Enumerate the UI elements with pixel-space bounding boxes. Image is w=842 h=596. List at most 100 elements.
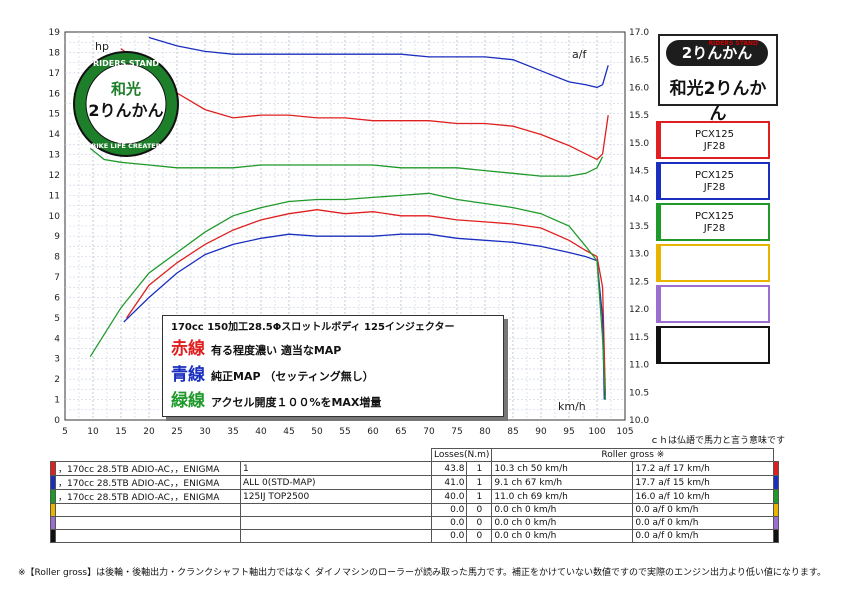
y-right-tick-label: 10.5: [629, 388, 649, 398]
legend-text: [661, 287, 768, 293]
cell-name: ，170cc 28.5TB ADIO-AC，，ENIGMA: [55, 461, 241, 476]
x-tick-label: 95: [563, 427, 574, 437]
cell-setting: 1: [240, 461, 432, 476]
legend-box-1: PCX125 JF28: [656, 162, 770, 200]
x-tick-label: 30: [199, 427, 211, 437]
caption-row-0: 赤線 有る程度濃い 適当なMAP: [171, 339, 342, 359]
y-left-tick-label: 17: [49, 69, 60, 79]
y-left-tick-label: 11: [49, 191, 60, 201]
cell-af: 17.2 a/f 17 km/h: [632, 461, 775, 476]
footnote: ※【Roller gross】は後輪・後軸出力・クランクシャフト軸出力ではなく …: [18, 568, 826, 578]
y-right-tick-label: 12.5: [629, 277, 649, 287]
y-right-tick-label: 14.5: [629, 167, 649, 177]
x-tick-label: 45: [283, 427, 294, 437]
x-tick-label: 100: [588, 427, 605, 437]
caption-row-2: 緑線 アクセル開度１００%をMAX増量: [171, 391, 382, 411]
series-line-power-0: [126, 209, 607, 396]
cell-loss: 41.0: [430, 475, 468, 490]
legend-text: [661, 246, 768, 252]
cell-loss: 0.0: [430, 529, 468, 543]
y-right-tick-label: 15.0: [629, 139, 649, 149]
series-line-power-1: [123, 233, 605, 400]
legend-box-4: [656, 285, 770, 323]
legend-text: PCX125 JF28: [695, 129, 734, 152]
y-left-tick-label: 15: [49, 110, 60, 120]
y-right-tick-label: 10.0: [629, 416, 649, 426]
svg-text:2りんかん: 2りんかん: [88, 101, 163, 120]
y-left-tick-label: 14: [49, 130, 61, 140]
x-tick-label: 5: [62, 427, 68, 437]
cell-power: 9.1 ch 67 km/h: [491, 475, 634, 490]
series-line-af-5: [89, 147, 604, 177]
legend-box-5: [656, 326, 770, 364]
x-axis-ticks: 5 10 15 20 25 30 35 40 45 50 55 60 65 70 75 80 85 90 95 100…: [62, 427, 633, 437]
cell-n: 0: [466, 503, 493, 517]
y-right-tick-label: 12.0: [629, 305, 649, 315]
x-tick-label: 35: [227, 427, 238, 437]
x-tick-label: 90: [535, 427, 547, 437]
wako-2rinkan-logo: RIDERS STAND 2りんかん 和光2りんかん: [658, 34, 778, 124]
x-tick-label: 80: [479, 427, 491, 437]
x-tick-label: 65: [395, 427, 406, 437]
y-right-tick-label: 15.5: [629, 111, 649, 121]
series-line-af-3: [120, 48, 609, 161]
svg-text:BIKE LIFE CREATER: BIKE LIFE CREATER: [91, 142, 160, 150]
cell-af: 0.0 a/f 0 km/h: [632, 503, 775, 517]
y-left-tick-label: 13: [49, 151, 60, 161]
x-tick-label: 15: [115, 427, 126, 437]
y-right-tick-label: 17.0: [629, 28, 649, 38]
series-line-power-2: [89, 192, 607, 400]
x-tick-label: 20: [143, 427, 155, 437]
table-row: ，170cc 28.5TB ADIO-AC，，ENIGMA 1 43.8 1 10.3 …: [50, 461, 780, 476]
cell-name: [55, 503, 241, 517]
table-row: 0.0 0 0.0 ch 0 km/h 0.0 a/f 0 km/h: [50, 503, 780, 517]
cell-setting: [240, 529, 432, 543]
x-tick-label: 75: [451, 427, 462, 437]
cell-setting: [240, 516, 432, 530]
ylabel-right: a/f: [572, 48, 587, 61]
x-tick-label: 70: [423, 427, 435, 437]
y-right-tick-label: 11.0: [629, 361, 649, 371]
y-right-tick-label: 11.5: [629, 333, 649, 343]
y-axis-right-ticks: 10.0 10.5 11.0 11.5 12.0 12.5 13.0 13.5 14.0 14.5…: [629, 28, 649, 426]
y-left-tick-label: 5: [54, 314, 60, 324]
cell-power: 11.0 ch 69 km/h: [491, 489, 634, 504]
y-right-tick-label: 14.0: [629, 194, 649, 204]
cell-af: 17.7 a/f 15 km/h: [632, 475, 775, 490]
cell-loss: 43.8: [430, 461, 468, 476]
legend-box-0: PCX125 JF28: [656, 121, 770, 159]
cell-setting: 125IJ TOP2500: [240, 489, 432, 504]
y-left-tick-label: 7: [54, 273, 60, 283]
series-layer: [89, 36, 609, 400]
table-header-row: Losses(N.m) Roller gross ※: [51, 448, 779, 462]
cell-power: 10.3 ch 50 km/h: [491, 461, 634, 476]
y-left-tick-label: 19: [49, 28, 61, 38]
xlabel: km/h: [558, 400, 586, 413]
x-tick-label: 85: [507, 427, 518, 437]
cell-setting: ALL 0(STD-MAP): [240, 475, 432, 490]
caption-title: 170cc 150加工28.5Φスロットルボディ 125インジェクター: [171, 322, 455, 333]
cell-loss: 0.0: [430, 516, 468, 530]
cell-name: ，170cc 28.5TB ADIO-AC，，ENIGMA: [55, 489, 241, 504]
cell-n: 1: [466, 489, 493, 504]
cell-power: 0.0 ch 0 km/h: [491, 516, 634, 530]
caption-row-1: 青線 純正MAP （セッティング無し）: [171, 365, 374, 385]
y-left-tick-label: 10: [49, 212, 61, 222]
y-left-tick-label: 4: [54, 334, 60, 344]
series-line-af-4: [148, 36, 609, 89]
wako-2rinkan-round-logo: RIDERS STAND 和光 2りんかん BIKE LIFE CREATER: [73, 51, 179, 157]
x-tick-label: 55: [339, 427, 350, 437]
legend-text: PCX125 JF28: [695, 211, 734, 234]
y-left-tick-label: 3: [54, 355, 60, 365]
cell-power: 0.0 ch 0 km/h: [491, 503, 634, 517]
cell-name: [55, 516, 241, 530]
y-left-tick-label: 12: [49, 171, 60, 181]
legend-box-2: PCX125 JF28: [656, 203, 770, 241]
table-row: ，170cc 28.5TB ADIO-AC，，ENIGMA ALL 0(STD-M…: [50, 475, 780, 490]
cell-n: 1: [466, 475, 493, 490]
cell-af: 0.0 a/f 0 km/h: [632, 516, 775, 530]
x-tick-label: 25: [171, 427, 182, 437]
y-left-tick-label: 16: [49, 89, 61, 99]
x-tick-label: 40: [255, 427, 267, 437]
svg-text:RIDERS STAND: RIDERS STAND: [93, 59, 159, 68]
